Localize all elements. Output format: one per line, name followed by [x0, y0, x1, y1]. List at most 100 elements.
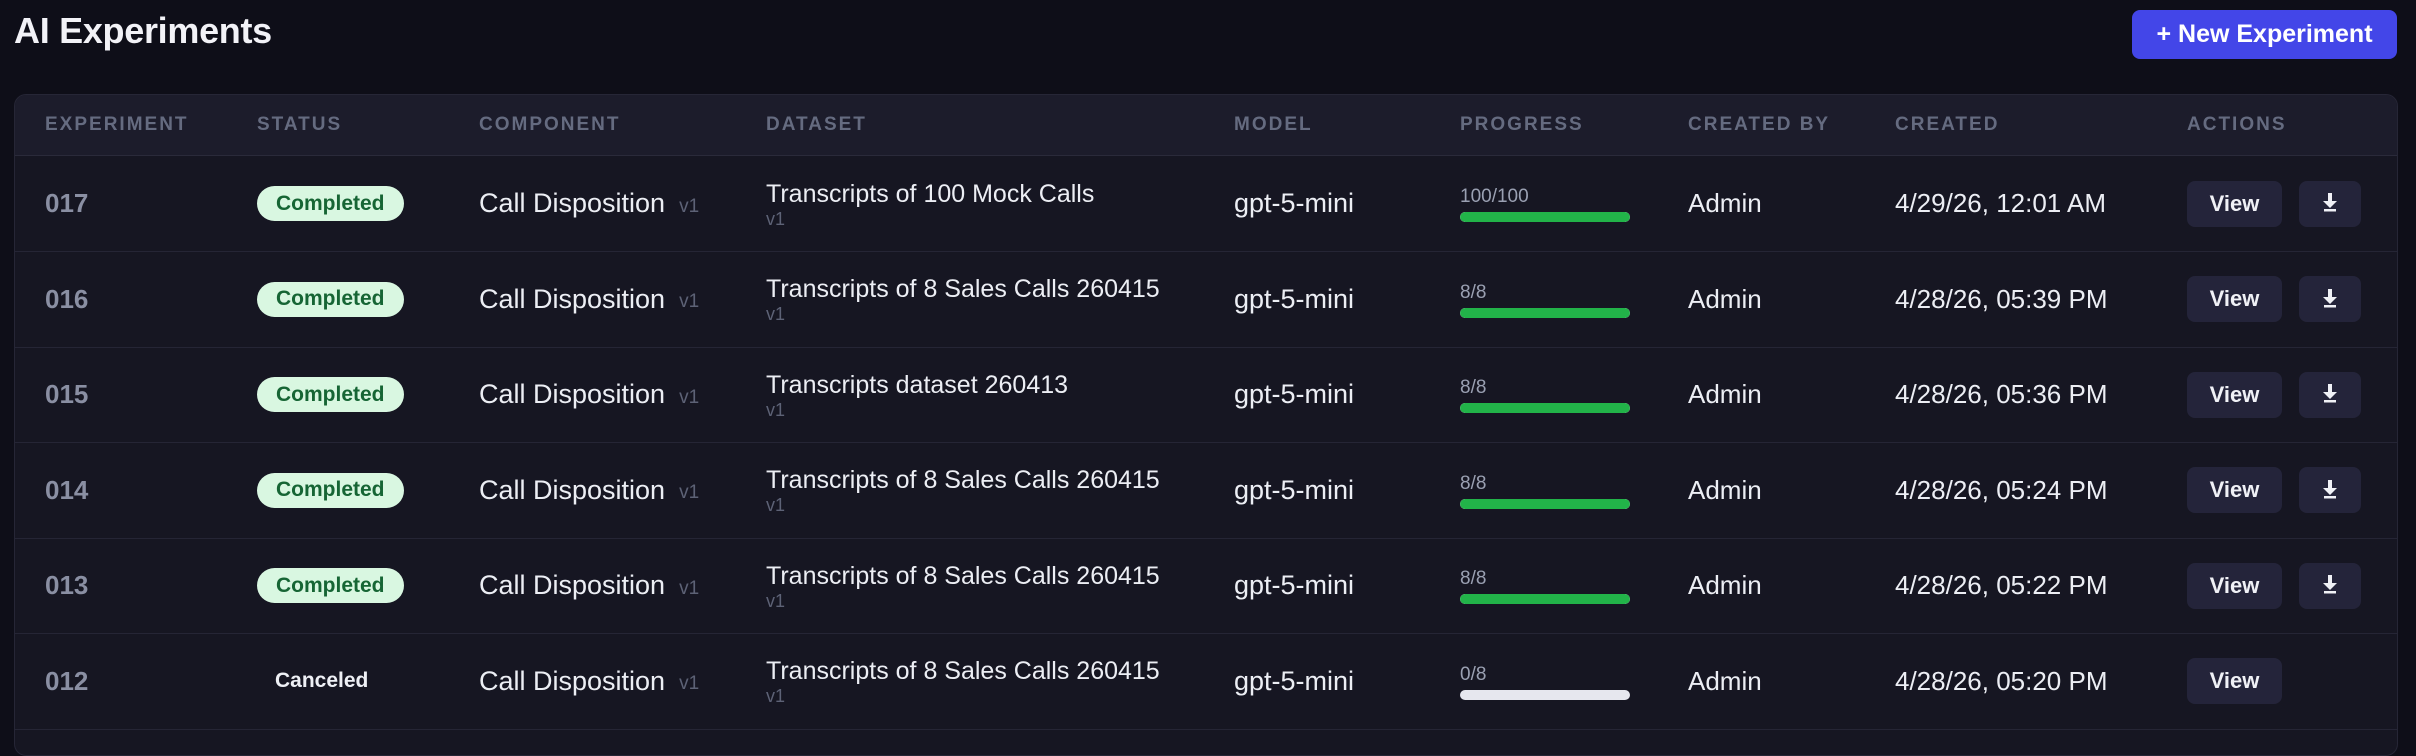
- component-version: v1: [679, 577, 700, 599]
- component-version: v1: [679, 291, 700, 312]
- status-badge: Completed: [257, 281, 404, 317]
- column-header-created-by: CREATED BY: [1688, 114, 1831, 135]
- dataset-name: Transcripts of 8 Sales Calls 260415: [766, 466, 1160, 494]
- view-button[interactable]: View: [2187, 180, 2282, 227]
- view-button[interactable]: View: [2187, 276, 2282, 322]
- component-version: v1: [679, 386, 700, 408]
- progress-text: 8/8: [1460, 472, 1487, 494]
- progress-text: 0/8: [1460, 663, 1487, 685]
- component-version: v1: [679, 673, 700, 694]
- created-date: 4/29/26, 12:01 AM: [1895, 188, 2107, 218]
- download-button[interactable]: [2299, 180, 2361, 227]
- experiment-id[interactable]: 012: [45, 665, 89, 696]
- download-arrow-icon: [2321, 383, 2339, 406]
- table-row[interactable]: 016 Completed Call Disposition v1 Transc…: [15, 252, 2397, 348]
- component-version: v1: [679, 482, 700, 503]
- component-name: Call Disposition: [479, 379, 666, 409]
- experiments-table: EXPERIMENT STATUS COMPONENT DATASET MODE…: [14, 94, 2398, 756]
- table-header: EXPERIMENT STATUS COMPONENT DATASET MODE…: [15, 95, 2397, 156]
- progress-bar: [1460, 498, 1630, 509]
- model-name: gpt-5-mini: [1234, 188, 1355, 218]
- dataset-version: v1: [766, 686, 786, 706]
- download-arrow-icon: [2321, 479, 2339, 502]
- progress-bar: [1460, 689, 1630, 700]
- page-title: AI Experiments: [14, 10, 272, 51]
- progress-fill: [1460, 307, 1630, 318]
- model-name: gpt-5-mini: [1234, 379, 1355, 409]
- progress-bar: [1460, 594, 1630, 604]
- created-date: 4/28/26, 05:20 PM: [1895, 665, 2108, 696]
- dataset-version: v1: [766, 304, 786, 324]
- dataset-name: Transcripts of 100 Mock Calls: [766, 179, 1095, 208]
- progress-fill: [1460, 403, 1630, 413]
- table-row[interactable]: 017 Completed Call Disposition v1 Transc…: [15, 156, 2397, 252]
- dataset-version: v1: [766, 590, 786, 611]
- dataset-version: v1: [766, 208, 786, 229]
- view-button[interactable]: View: [2187, 371, 2282, 418]
- dataset-name: Transcripts of 8 Sales Calls 260415: [766, 657, 1160, 685]
- created-by: Admin: [1688, 379, 1762, 409]
- new-experiment-button[interactable]: + New Experiment: [2132, 10, 2397, 59]
- experiment-id[interactable]: 014: [45, 474, 89, 505]
- created-date: 4/28/26, 05:22 PM: [1895, 570, 2108, 600]
- column-header-created: CREATED: [1895, 114, 2000, 135]
- progress-text: 8/8: [1460, 377, 1487, 398]
- view-button[interactable]: View: [2187, 562, 2282, 609]
- model-name: gpt-5-mini: [1234, 665, 1355, 696]
- column-header-model: MODEL: [1234, 114, 1313, 135]
- column-header-actions: ACTIONS: [2187, 114, 2287, 135]
- created-by: Admin: [1688, 570, 1762, 600]
- download-button[interactable]: [2299, 467, 2361, 513]
- experiment-id[interactable]: 015: [45, 379, 89, 409]
- created-by: Admin: [1688, 283, 1762, 314]
- component-name: Call Disposition: [479, 570, 666, 600]
- download-arrow-icon: [2321, 574, 2339, 597]
- progress-fill: [1460, 594, 1630, 604]
- progress-text: 100/100: [1460, 186, 1529, 207]
- progress-text: 8/8: [1460, 281, 1487, 303]
- component-name: Call Disposition: [479, 665, 666, 696]
- dataset-name: Transcripts dataset 260413: [766, 370, 1069, 399]
- download-arrow-icon: [2321, 192, 2339, 215]
- download-button[interactable]: [2299, 371, 2361, 418]
- column-header-experiment: EXPERIMENT: [45, 114, 189, 135]
- column-header-status: STATUS: [257, 114, 343, 135]
- progress-text: 8/8: [1460, 568, 1487, 589]
- created-by: Admin: [1688, 188, 1762, 218]
- download-arrow-icon: [2321, 288, 2339, 311]
- experiment-id[interactable]: 013: [45, 570, 89, 600]
- table-row[interactable]: 012 Canceled Call Disposition v1 Transcr…: [15, 634, 2397, 730]
- table-row[interactable]: 015 Completed Call Disposition v1 Transc…: [15, 347, 2397, 443]
- progress-bar: [1460, 307, 1630, 318]
- created-by: Admin: [1688, 665, 1762, 696]
- table-row[interactable]: 014 Completed Call Disposition v1 Transc…: [15, 443, 2397, 539]
- dataset-version: v1: [766, 399, 786, 420]
- column-header-dataset: DATASET: [766, 114, 867, 135]
- view-button[interactable]: View: [2187, 658, 2282, 704]
- created-date: 4/28/26, 05:36 PM: [1895, 379, 2108, 409]
- component-name: Call Disposition: [479, 283, 666, 314]
- component-name: Call Disposition: [479, 474, 666, 505]
- download-button[interactable]: [2299, 562, 2361, 609]
- created-date: 4/28/26, 05:39 PM: [1895, 283, 2108, 314]
- status-badge: Completed: [257, 377, 404, 412]
- experiment-id[interactable]: 017: [45, 188, 89, 218]
- table-row[interactable]: 013 Completed Call Disposition v1 Transc…: [15, 538, 2397, 634]
- dataset-version: v1: [766, 495, 786, 515]
- view-button[interactable]: View: [2187, 467, 2282, 513]
- created-by: Admin: [1688, 474, 1762, 505]
- download-button[interactable]: [2299, 276, 2361, 322]
- model-name: gpt-5-mini: [1234, 474, 1355, 505]
- model-name: gpt-5-mini: [1234, 570, 1355, 600]
- column-header-progress: PROGRESS: [1460, 114, 1584, 135]
- component-name: Call Disposition: [479, 188, 666, 218]
- model-name: gpt-5-mini: [1234, 283, 1355, 314]
- created-date: 4/28/26, 05:24 PM: [1895, 474, 2108, 505]
- experiment-id[interactable]: 016: [45, 283, 89, 314]
- dataset-name: Transcripts of 8 Sales Calls 260415: [766, 275, 1160, 303]
- status-badge: Canceled: [275, 669, 369, 692]
- progress-bar: [1460, 403, 1630, 413]
- component-version: v1: [679, 195, 700, 217]
- progress-bar: [1460, 212, 1630, 222]
- progress-fill: [1460, 212, 1630, 222]
